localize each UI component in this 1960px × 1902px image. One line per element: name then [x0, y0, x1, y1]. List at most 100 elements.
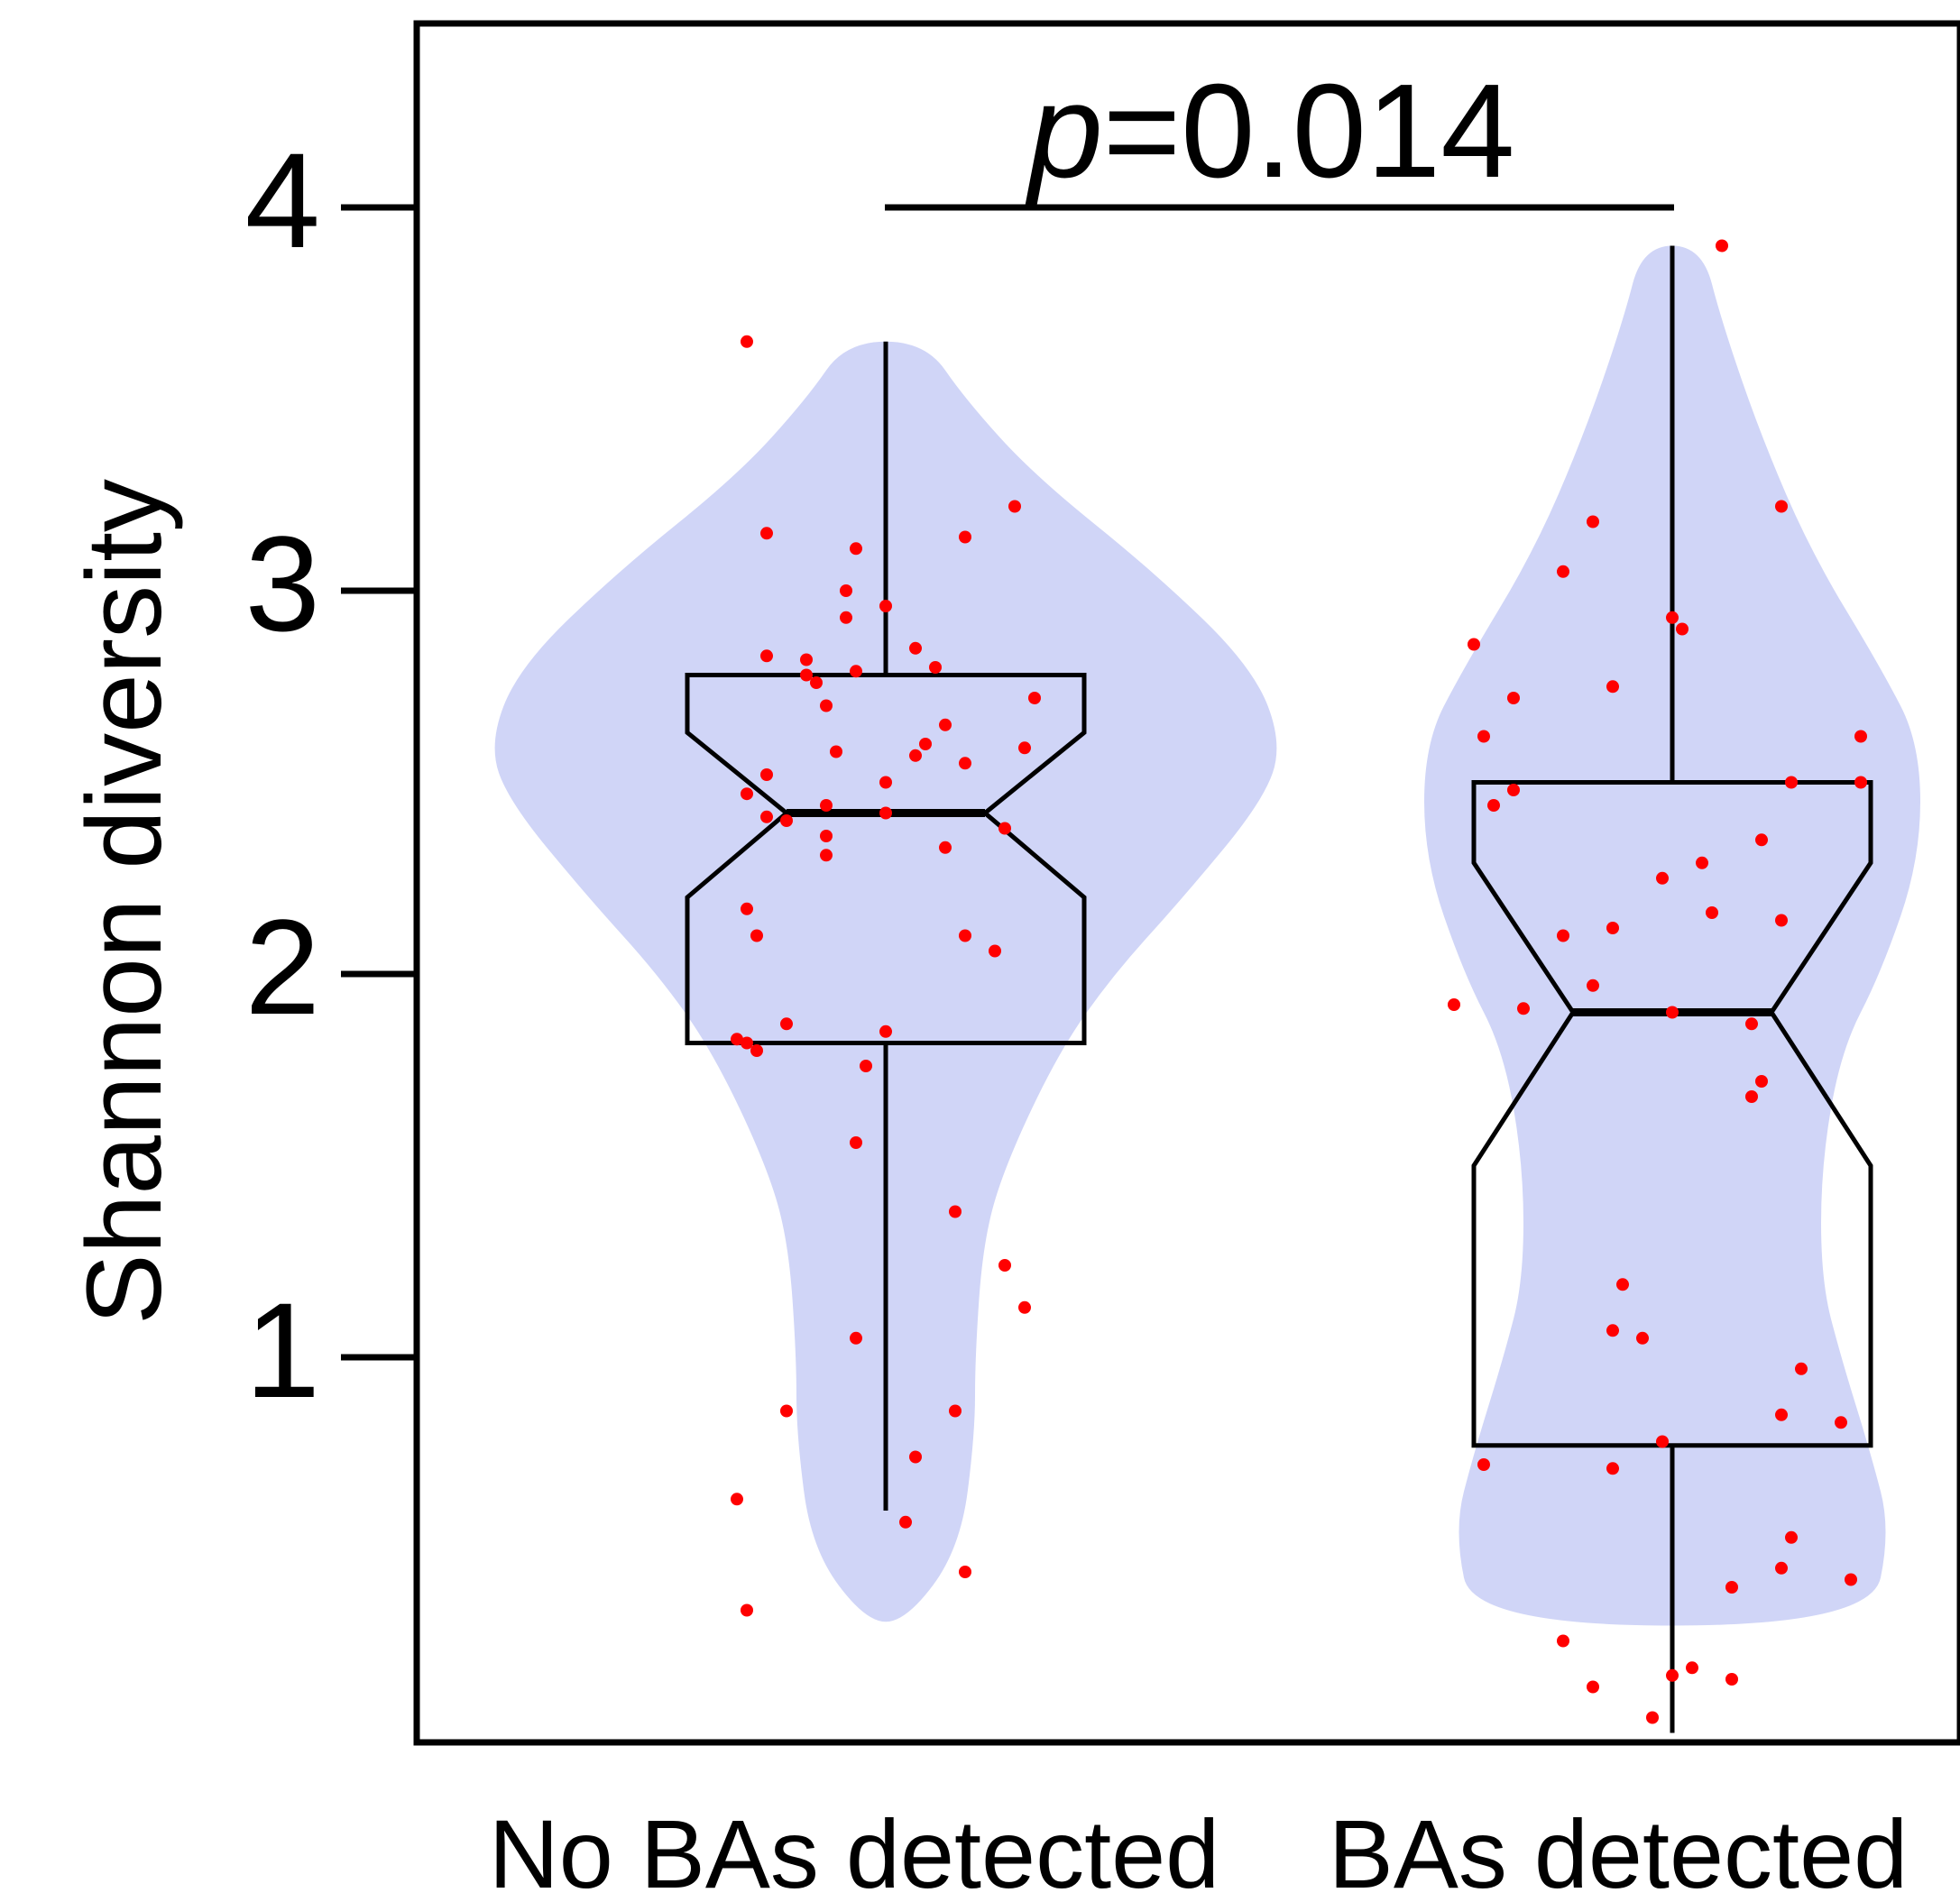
- data-point: [929, 661, 942, 674]
- data-point: [1696, 856, 1708, 869]
- data-point: [1755, 833, 1768, 847]
- data-point: [919, 738, 932, 750]
- data-point: [909, 641, 922, 655]
- data-point: [860, 1060, 872, 1072]
- data-point: [998, 822, 1011, 835]
- data-point: [1616, 1278, 1629, 1291]
- data-point: [1725, 1581, 1738, 1594]
- data-point: [1487, 799, 1500, 812]
- data-point: [1666, 611, 1679, 624]
- data-point: [879, 1025, 892, 1038]
- data-point: [1755, 1075, 1768, 1088]
- data-point: [1845, 1573, 1857, 1586]
- data-point: [1775, 1561, 1788, 1575]
- data-point: [1557, 929, 1569, 942]
- data-point: [780, 1404, 793, 1418]
- data-point: [1775, 1408, 1788, 1421]
- data-point: [1666, 1668, 1679, 1682]
- plot-area: [413, 20, 1960, 1746]
- data-point: [741, 1036, 753, 1050]
- data-point: [800, 668, 813, 682]
- violin-bas-detected: [1424, 245, 1920, 1626]
- data-point: [741, 902, 753, 915]
- data-point: [1557, 565, 1569, 578]
- p-value-label: p=0.014: [1025, 57, 1514, 206]
- data-point: [949, 1205, 962, 1218]
- data-point: [850, 1136, 862, 1149]
- data-point: [1028, 692, 1041, 704]
- data-point: [1854, 776, 1867, 789]
- y-axis: 1 2 3 4: [245, 124, 417, 1426]
- data-point: [879, 600, 892, 612]
- data-point: [959, 530, 971, 544]
- data-point: [1557, 1634, 1569, 1648]
- y-tick-label: 3: [245, 508, 320, 659]
- data-point: [850, 1331, 862, 1345]
- data-point: [760, 810, 773, 823]
- data-point: [1517, 1002, 1530, 1015]
- data-point: [1676, 622, 1689, 636]
- data-point: [959, 929, 971, 942]
- data-point: [959, 1566, 971, 1578]
- data-point: [731, 1033, 743, 1046]
- data-point: [909, 749, 922, 762]
- data-point: [939, 841, 952, 854]
- data-point: [1636, 1331, 1649, 1345]
- data-point: [1507, 784, 1520, 796]
- data-point: [1785, 776, 1798, 789]
- y-tick-label: 1: [245, 1274, 320, 1426]
- data-point: [760, 527, 773, 540]
- data-point: [1008, 500, 1021, 513]
- data-point: [1606, 922, 1619, 934]
- data-point: [1835, 1416, 1847, 1429]
- data-point: [1606, 680, 1619, 694]
- data-point: [750, 1044, 763, 1057]
- data-point: [741, 787, 753, 801]
- data-point: [1656, 871, 1669, 885]
- data-point: [820, 849, 833, 862]
- data-point: [879, 776, 892, 789]
- data-point: [760, 768, 773, 781]
- data-point: [1468, 638, 1480, 651]
- data-point: [830, 745, 842, 758]
- data-point: [1587, 515, 1599, 528]
- data-point: [1606, 1324, 1619, 1337]
- data-point: [1448, 998, 1460, 1011]
- y-axis-label: Shannon diversity: [65, 479, 184, 1325]
- data-point: [879, 806, 892, 820]
- data-point: [780, 814, 793, 827]
- data-point: [1745, 1090, 1758, 1103]
- data-point: [989, 944, 1001, 958]
- data-point: [1606, 1462, 1619, 1475]
- data-point: [1686, 1661, 1698, 1675]
- data-point: [840, 611, 852, 624]
- data-point: [840, 584, 852, 597]
- data-point: [1587, 1680, 1599, 1694]
- data-point: [1018, 741, 1031, 755]
- data-point: [741, 1603, 753, 1617]
- data-point: [909, 1450, 922, 1464]
- data-point: [731, 1493, 743, 1506]
- data-point: [1716, 239, 1728, 253]
- plot-frame: [413, 20, 1960, 1746]
- data-point: [800, 653, 813, 666]
- data-point: [1706, 906, 1718, 919]
- data-point: [939, 718, 952, 731]
- data-point: [1477, 730, 1490, 743]
- data-point: [810, 676, 823, 689]
- data-point: [1775, 914, 1788, 927]
- data-point: [850, 665, 862, 678]
- data-point: [850, 542, 862, 556]
- data-point: [1656, 1435, 1669, 1448]
- data-point: [1775, 500, 1788, 513]
- data-point: [820, 830, 833, 842]
- violins: [494, 245, 1920, 1626]
- data-point: [820, 799, 833, 812]
- data-point: [1477, 1458, 1490, 1471]
- data-point: [899, 1515, 912, 1529]
- x-tick-label: No BAs detected: [489, 1799, 1219, 1902]
- data-point: [1725, 1673, 1738, 1686]
- data-point: [1646, 1711, 1659, 1724]
- data-point: [1666, 1006, 1679, 1019]
